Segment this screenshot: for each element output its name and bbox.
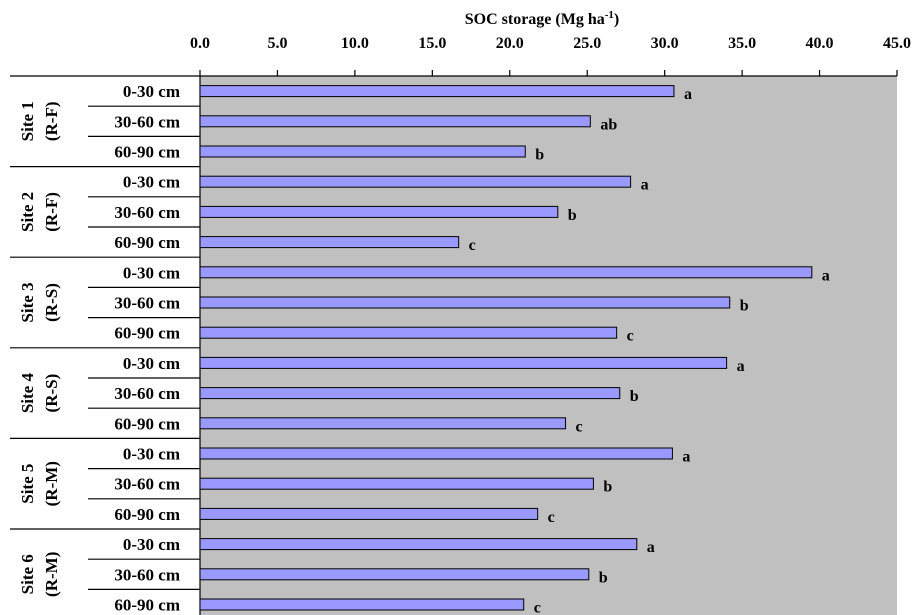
bar-letter-label: c	[469, 237, 476, 254]
group-type-label: (R-F)	[42, 192, 61, 232]
depth-label: 60-90 cm	[114, 233, 180, 252]
group-site-label: Site 6	[18, 554, 37, 594]
group-site-label: Site 5	[18, 464, 37, 504]
bar-letter-label: a	[822, 267, 830, 284]
bar	[199, 326, 618, 339]
bar	[199, 447, 673, 460]
bar-letter-label: b	[630, 388, 639, 405]
x-axis-ticks: 0.0 5.0 10.0 15.0 20.0 25.0 30.0 35.0 40.0 45.0	[190, 35, 911, 615]
bar	[199, 205, 559, 218]
bar	[199, 417, 567, 430]
x-tick-label: 35.0	[728, 35, 756, 52]
bar	[199, 175, 632, 188]
category-labels: 0-30 cm 30-60 cm 60-90 cm Site 1 (R-F) 0-30 c…	[10, 75, 200, 615]
bar	[199, 507, 539, 520]
x-axis-title: SOC storage (Mg ha-1)	[465, 9, 619, 28]
bar	[199, 266, 813, 279]
bar-letter-label: ab	[600, 116, 617, 133]
bar	[199, 236, 460, 249]
bar	[199, 296, 731, 309]
depth-label: 30-60 cm	[114, 475, 180, 494]
group-type-label: (R-M)	[42, 461, 61, 506]
x-axis-title-suffix: )	[614, 11, 619, 28]
bar-letter-label: a	[647, 539, 655, 556]
group-site-label: Site 4	[18, 373, 37, 414]
depth-label: 60-90 cm	[114, 596, 180, 615]
bar-letter-label: a	[684, 86, 692, 103]
bar	[199, 115, 591, 128]
bar	[199, 145, 526, 158]
bar-letter-label: c	[576, 418, 583, 435]
depth-label: 30-60 cm	[114, 294, 180, 313]
bar-letter-label: a	[641, 177, 649, 194]
bar	[199, 477, 594, 490]
plot-area	[200, 76, 897, 615]
bar-letter-label: b	[535, 147, 544, 164]
bar-letter-label: c	[627, 328, 634, 345]
x-axis-title-main: SOC storage (Mg ha	[465, 11, 605, 28]
group-type-label: (R-S)	[42, 283, 61, 322]
group-type-label: (R-M)	[42, 552, 61, 597]
bar-letter-label: b	[599, 569, 608, 586]
bar-letter-label: c	[548, 509, 555, 526]
bar	[199, 85, 675, 98]
depth-label: 30-60 cm	[114, 565, 180, 584]
group-site-label: Site 2	[18, 192, 37, 232]
depth-label: 30-60 cm	[114, 112, 180, 131]
bar	[199, 356, 728, 369]
group-site-label: Site 1	[18, 101, 37, 141]
bar-letter-label: b	[603, 479, 612, 496]
depth-label: 0-30 cm	[123, 173, 180, 192]
bar-letter-label: c	[534, 600, 541, 615]
bar-letter-label: a	[737, 358, 745, 375]
bar	[199, 538, 638, 551]
bar	[199, 568, 590, 581]
depth-label: 60-90 cm	[114, 143, 180, 162]
bar-letter-label: b	[740, 298, 749, 315]
group-type-label: (R-F)	[42, 101, 61, 141]
bar	[199, 598, 525, 611]
depth-label: 0-30 cm	[123, 263, 180, 282]
x-tick-label: 10.0	[341, 35, 369, 52]
x-tick-label: 30.0	[651, 35, 679, 52]
bar	[199, 387, 621, 400]
x-axis-title-superscript: -1	[605, 9, 614, 21]
x-tick-label: 15.0	[418, 35, 446, 52]
x-tick-label: 40.0	[806, 35, 834, 52]
bar-letter-label: b	[568, 207, 577, 224]
depth-label: 60-90 cm	[114, 505, 180, 524]
bar-letter-label: a	[682, 449, 690, 466]
x-tick-label: 45.0	[883, 35, 911, 52]
depth-label: 60-90 cm	[114, 324, 180, 343]
x-tick-label: 0.0	[190, 35, 210, 52]
group-type-label: (R-S)	[42, 374, 61, 413]
depth-label: 0-30 cm	[123, 82, 180, 101]
depth-label: 0-30 cm	[123, 445, 180, 464]
depth-label: 30-60 cm	[114, 384, 180, 403]
depth-label: 0-30 cm	[123, 354, 180, 373]
x-tick-label: 5.0	[267, 35, 287, 52]
depth-label: 60-90 cm	[114, 414, 180, 433]
depth-label: 0-30 cm	[123, 535, 180, 554]
x-tick-label: 20.0	[496, 35, 524, 52]
depth-label: 30-60 cm	[114, 203, 180, 222]
x-tick-label: 25.0	[573, 35, 601, 52]
group-site-label: Site 3	[18, 282, 37, 322]
